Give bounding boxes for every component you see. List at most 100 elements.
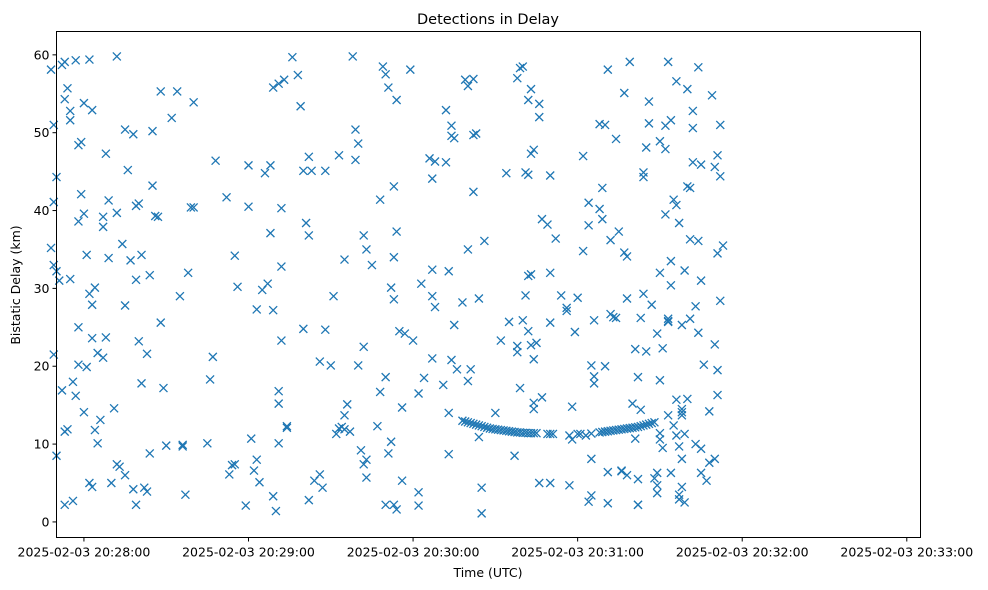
data-point [73,322,83,332]
data-point [625,57,635,67]
data-point [282,423,292,433]
data-point [161,441,171,451]
data-point [449,320,459,330]
data-point [106,478,116,488]
data-point [265,160,275,170]
data-point [564,431,574,440]
data-point [87,300,97,310]
data-point [669,195,679,205]
data-point [545,429,555,439]
data-point [145,270,155,280]
data-point [652,329,662,339]
data-point [699,360,709,370]
data-point [381,69,391,79]
data-point [562,306,572,316]
data-point [315,357,325,367]
data-point [101,332,111,342]
x-tick-label: 2025-02-03 20:31:00 [511,545,644,560]
data-point [205,375,215,384]
data-point [137,250,146,260]
data-point [148,126,157,136]
data-point [211,156,221,166]
data-point [142,349,152,359]
data-points [46,51,728,518]
data-point [680,498,690,507]
data-point [501,168,511,178]
data-point [658,343,668,353]
data-point [274,438,284,448]
data-point [260,168,270,178]
y-tick-label: 20 [34,359,50,374]
data-point [474,420,484,430]
data-point [534,99,544,109]
data-point [414,487,424,497]
data-point [477,483,487,493]
data-point [693,328,703,338]
data-point [603,467,613,477]
data-point [109,403,119,413]
data-point [447,355,456,365]
data-point [63,424,72,434]
data-point [677,482,687,492]
data-point [441,157,451,167]
data-point [381,372,391,382]
data-point [718,241,728,251]
data-point [274,79,284,89]
data-point [134,336,144,346]
data-point [427,174,437,184]
data-point [471,420,481,430]
data-point [268,305,278,315]
data-point [65,106,75,116]
data-point [463,376,473,386]
data-point [666,256,676,266]
data-point [526,149,536,159]
data-point [674,441,684,451]
data-point [252,304,262,314]
data-point [457,297,467,307]
data-point [466,418,476,428]
data-point [359,230,369,240]
data-point [669,420,679,430]
data-point [345,427,355,437]
data-point [693,62,703,72]
data-point [515,383,525,393]
data-point [359,342,369,352]
data-point [115,462,125,472]
data-point [504,317,514,327]
data-point [63,83,72,93]
y-tick-label: 40 [34,203,50,218]
data-point [649,473,659,483]
data-point [128,129,138,139]
data-point [296,101,306,111]
data-point [84,478,94,488]
data-point [71,55,81,65]
data-point [65,274,75,284]
data-point [715,120,725,130]
data-point [466,364,476,374]
data-point [479,236,489,246]
data-point [441,105,451,115]
data-point [534,112,544,122]
data-point [304,230,314,240]
data-point [276,203,286,213]
data-point [603,65,613,75]
data-point [644,97,654,107]
data-point [76,189,86,199]
data-point [658,443,668,453]
data-point [677,454,687,464]
data-point [57,385,67,395]
data-point [641,420,651,430]
data-point [573,429,583,439]
data-point [652,488,662,498]
data-point [252,455,262,465]
data-point [405,65,415,75]
data-point [468,130,478,140]
data-point [680,266,690,275]
data-point [655,434,665,444]
data-point [644,118,654,128]
data-point [630,434,640,444]
data-point [318,483,328,493]
data-point [175,291,185,301]
data-point [545,478,555,488]
data-point [477,421,487,431]
